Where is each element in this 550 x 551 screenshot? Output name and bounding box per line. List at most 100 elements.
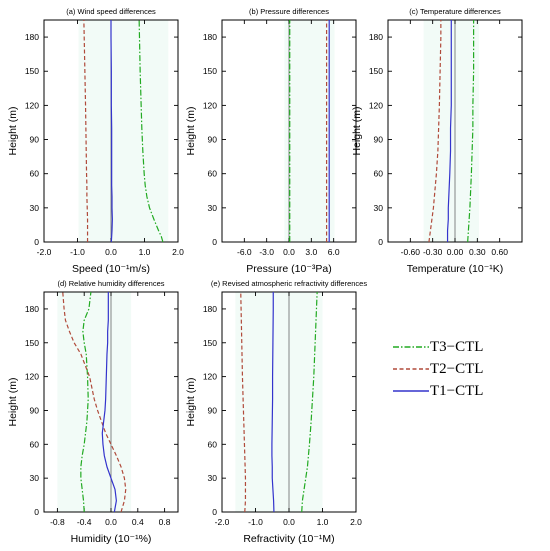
panel-b: -6.0 -3.0 0.0 3.0 6.0 0 30 60 90 120 150 180 (b) Pre… — [185, 7, 357, 275]
series-line-t3 — [138, 19, 164, 243]
x-tick-label: 1.0 — [139, 247, 151, 257]
panel-d: -0.8 -0.4 0.0 0.4 0.8 0 30 60 90 120 150 180 (d) Rel… — [7, 279, 179, 545]
y-tick-label: 150 — [203, 338, 217, 348]
y-tick-label: 30 — [30, 473, 40, 483]
legend-label-t1: T1−CTL — [430, 382, 484, 399]
y-tick-label: 180 — [25, 304, 39, 314]
x-tick-label: -2.0 — [215, 517, 230, 527]
panel-c: -0.60 -0.30 0.00 0.30 0.60 0 30 60 90 120 150 180 (c… — [351, 7, 523, 275]
series-line-t2 — [83, 19, 89, 242]
panel-title: (b) Pressure differences — [249, 7, 329, 16]
x-tick-label: 2.0 — [172, 247, 184, 257]
panel-e: -2.0 -1.0 0.0 1.0 2.0 0 30 60 90 120 150 180 (e) Rev… — [185, 279, 367, 545]
x-tick-label: -1.0 — [70, 247, 85, 257]
x-tick-label: 0.00 — [447, 247, 464, 257]
panel-a: -2.0 -1.0 0.0 1.0 2.0 0 30 60 90 120 150 180 (a) Win… — [7, 7, 184, 275]
series-line-t2 — [428, 20, 442, 243]
y-tick-label: 90 — [30, 135, 40, 145]
y-axis-label: Height (m) — [7, 106, 19, 155]
series-line-t2 — [62, 291, 127, 513]
x-tick-label: 0.4 — [132, 517, 144, 527]
y-tick-label: 120 — [25, 372, 39, 382]
x-tick-label: -0.30 — [423, 247, 443, 257]
legend-swatch-t3 — [393, 346, 429, 348]
legend-label-t3: T3−CTL — [430, 338, 484, 355]
x-tick-label: 0.30 — [469, 247, 486, 257]
x-tick-label: 0.0 — [283, 517, 295, 527]
x-tick-label: 0.0 — [283, 247, 295, 257]
series-line-t1 — [110, 20, 113, 243]
y-tick-label: 120 — [25, 100, 39, 110]
panel-title: (c) Temperature differences — [409, 7, 501, 16]
y-tick-label: 150 — [369, 66, 383, 76]
panel-title: (d) Relative humidity differences — [58, 279, 165, 288]
y-axis-label: Height (m) — [351, 106, 363, 155]
x-tick-label: 6.0 — [328, 247, 340, 257]
y-tick-label: 0 — [34, 507, 39, 517]
x-tick-label: 0.0 — [105, 247, 117, 257]
y-tick-label: 60 — [208, 439, 218, 449]
x-tick-label: -1.0 — [248, 517, 263, 527]
x-axis-label: Pressure (10⁻³Pa) — [246, 263, 332, 275]
legend-swatch-t1 — [393, 390, 429, 392]
legend: T3−CTL T2−CTL T1−CTL — [392, 336, 542, 402]
x-tick-label: 2.0 — [350, 517, 362, 527]
y-tick-label: 60 — [30, 439, 40, 449]
series-line-t3 — [80, 291, 92, 513]
x-tick-label: 3.0 — [305, 247, 317, 257]
y-tick-label: 30 — [208, 203, 218, 213]
y-tick-label: 150 — [25, 66, 39, 76]
series-line-t1 — [101, 292, 117, 513]
y-tick-label: 180 — [203, 304, 217, 314]
x-tick-label: 0.8 — [159, 517, 171, 527]
y-tick-label: 120 — [369, 100, 383, 110]
shading-band — [235, 292, 323, 512]
y-axis-label: Height (m) — [185, 106, 197, 155]
y-tick-label: 180 — [203, 32, 217, 42]
legend-label-t2: T2−CTL — [430, 360, 484, 377]
x-axis-label: Speed (10⁻¹m/s) — [72, 263, 150, 275]
y-tick-label: 0 — [212, 507, 217, 517]
x-tick-label: 0.0 — [105, 517, 117, 527]
x-tick-label: 1.0 — [317, 517, 329, 527]
shading-band — [57, 292, 132, 512]
legend-item-t1: T1−CTL — [392, 380, 542, 402]
y-tick-label: 60 — [208, 169, 218, 179]
series-line-t1 — [446, 20, 452, 242]
series-line-t1 — [271, 292, 275, 513]
legend-item-t3: T3−CTL — [392, 336, 542, 358]
shading-band — [78, 20, 169, 242]
y-tick-label: 180 — [369, 32, 383, 42]
y-tick-label: 90 — [374, 135, 384, 145]
x-tick-label: -0.8 — [50, 517, 65, 527]
panel-title: (e) Revised atmospheric refractivity dif… — [211, 279, 367, 288]
legend-item-t2: T2−CTL — [392, 358, 542, 380]
y-tick-label: 30 — [374, 203, 384, 213]
x-axis-label: Temperature (10⁻¹K) — [407, 263, 504, 275]
x-tick-label: -0.4 — [77, 517, 92, 527]
y-tick-label: 180 — [25, 32, 39, 42]
x-tick-label: -0.60 — [401, 247, 421, 257]
y-tick-label: 150 — [25, 338, 39, 348]
y-tick-label: 0 — [34, 237, 39, 247]
y-axis-label: Height (m) — [185, 377, 197, 426]
x-tick-label: -3.0 — [259, 247, 274, 257]
y-tick-label: 150 — [203, 66, 217, 76]
legend-swatch-t2 — [393, 368, 429, 370]
y-tick-label: 60 — [374, 169, 384, 179]
x-tick-label: 0.60 — [491, 247, 508, 257]
x-axis-label: Refractivity (10⁻¹M) — [243, 533, 334, 545]
y-tick-label: 120 — [203, 372, 217, 382]
y-tick-label: 90 — [208, 135, 218, 145]
y-tick-label: 30 — [208, 473, 218, 483]
series-line-t2 — [240, 291, 247, 513]
series-line-t3 — [467, 20, 475, 243]
y-tick-label: 90 — [30, 405, 40, 415]
series-line-t3 — [301, 291, 318, 513]
y-axis-label: Height (m) — [7, 377, 19, 426]
x-tick-label: -6.0 — [237, 247, 252, 257]
y-tick-label: 0 — [378, 237, 383, 247]
y-tick-label: 0 — [212, 237, 217, 247]
y-tick-label: 90 — [208, 405, 218, 415]
